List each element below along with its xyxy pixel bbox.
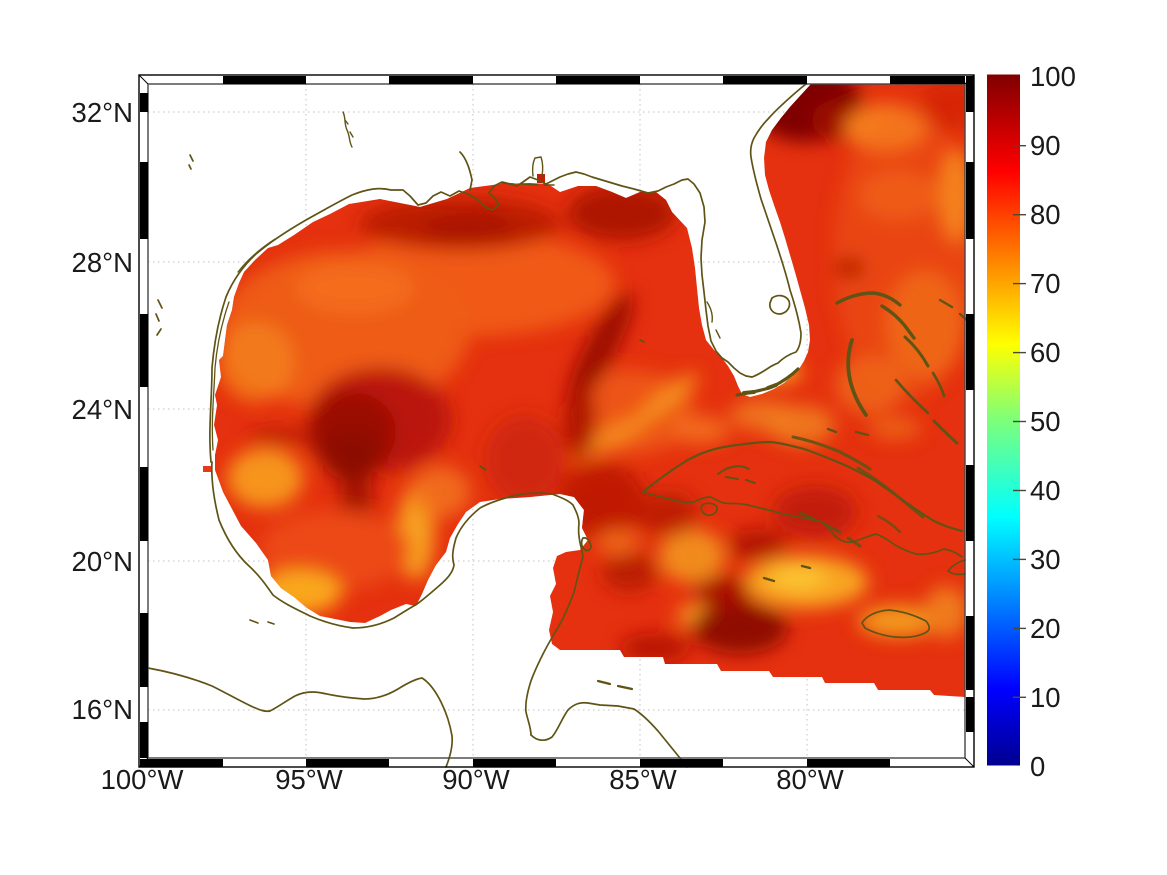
svg-text:32°N: 32°N bbox=[72, 97, 133, 128]
svg-text:95°W: 95°W bbox=[275, 764, 343, 795]
svg-text:100°W: 100°W bbox=[101, 764, 184, 795]
svg-text:28°N: 28°N bbox=[72, 247, 133, 278]
svg-text:20°N: 20°N bbox=[72, 546, 133, 577]
svg-text:24°N: 24°N bbox=[72, 394, 133, 425]
svg-text:10: 10 bbox=[1030, 682, 1061, 713]
svg-text:90°W: 90°W bbox=[442, 764, 510, 795]
svg-text:80: 80 bbox=[1030, 199, 1061, 230]
svg-text:100: 100 bbox=[1030, 61, 1076, 92]
svg-text:40: 40 bbox=[1030, 475, 1061, 506]
svg-text:50: 50 bbox=[1030, 406, 1061, 437]
svg-text:16°N: 16°N bbox=[72, 694, 133, 725]
svg-text:80°W: 80°W bbox=[776, 764, 844, 795]
svg-text:20: 20 bbox=[1030, 613, 1061, 644]
svg-text:60: 60 bbox=[1030, 337, 1061, 368]
svg-text:90: 90 bbox=[1030, 130, 1061, 161]
svg-text:0: 0 bbox=[1030, 751, 1045, 782]
svg-text:70: 70 bbox=[1030, 268, 1061, 299]
svg-text:30: 30 bbox=[1030, 544, 1061, 575]
svg-text:85°W: 85°W bbox=[609, 764, 677, 795]
